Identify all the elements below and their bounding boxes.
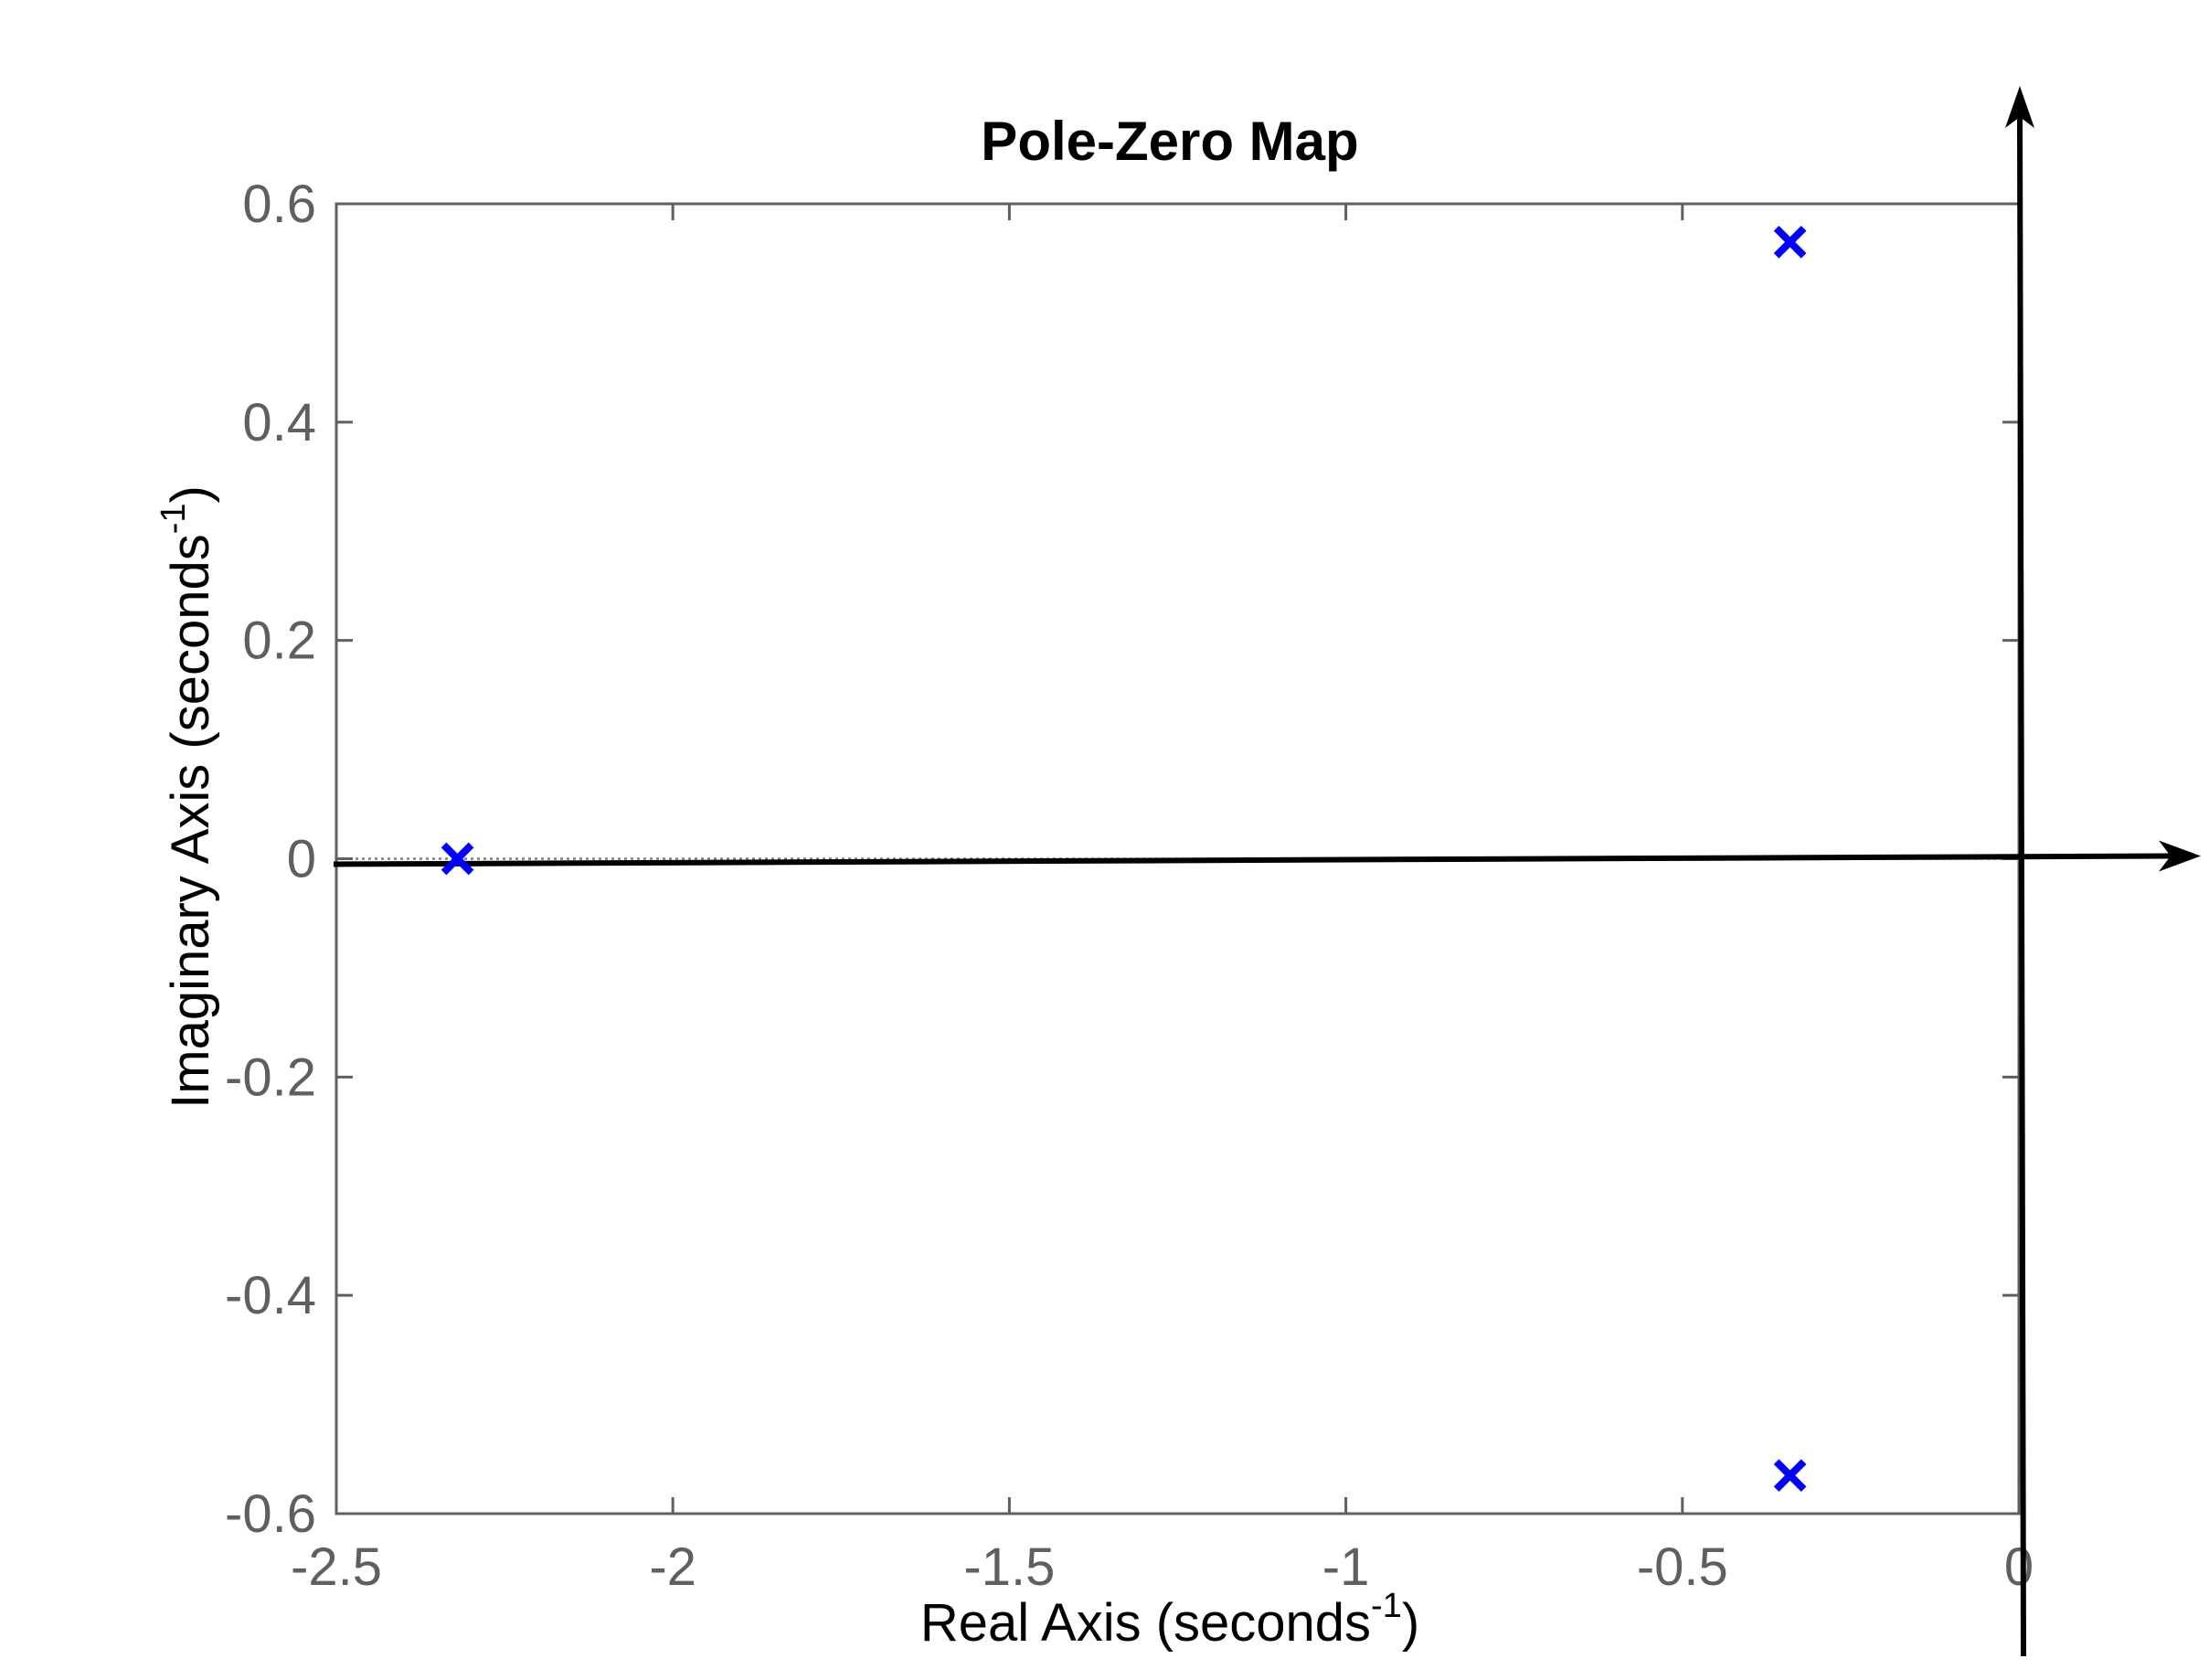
pole-marker-stroke	[1773, 225, 1807, 259]
pole-marker	[1773, 1459, 1807, 1493]
y-axis-label-sup: -1	[154, 503, 193, 534]
y-tick-label: 0	[287, 830, 316, 889]
y-axis-label-main: Imaginary Axis (seconds	[161, 534, 220, 1109]
y-tick-label: 0.6	[242, 175, 316, 234]
pole-marker-stroke	[1773, 1459, 1807, 1493]
x-tick-label: -0.5	[1637, 1537, 1728, 1597]
x-tick-label: -1.5	[963, 1537, 1055, 1597]
x-axis-label-sup: -1	[1371, 1587, 1402, 1625]
y-axis-label: Imaginary Axis (seconds-1)	[154, 485, 220, 1109]
real-axis-arrow-line	[333, 853, 2172, 867]
pole-marker	[441, 842, 474, 876]
x-tick-label: -2.5	[291, 1537, 382, 1597]
x-tick-label: 0	[2004, 1537, 2034, 1597]
real-axis-arrowhead	[2159, 840, 2201, 872]
x-axis-label: Real Axis (seconds-1)	[920, 1587, 1419, 1653]
y-tick-label: -0.4	[225, 1266, 316, 1325]
pole-marker	[1773, 225, 1807, 259]
y-axis-label-close: )	[161, 485, 220, 503]
x-tick-label: -2	[649, 1537, 696, 1597]
y-tick-label: -0.2	[225, 1047, 316, 1107]
imag-axis-arrowhead	[2005, 86, 2034, 128]
y-tick-label: 0.4	[242, 393, 316, 452]
y-tick-label: -0.6	[225, 1484, 316, 1544]
x-tick-label: -1	[1322, 1537, 1370, 1597]
x-axis-label-close: )	[1402, 1593, 1419, 1653]
y-tick-label: 0.2	[242, 611, 316, 671]
x-axis-label-main: Real Axis (seconds	[920, 1593, 1371, 1653]
chart-title: Pole-Zero Map	[981, 111, 1358, 172]
plot-area: -2.5 -2 -1.5 -1 -0.5 0 -0.6 -0.4 -0.2 0 0.2 0.4 0.6	[225, 86, 2201, 1657]
pole-marker-stroke	[441, 842, 474, 876]
imag-axis-arrow-line	[2017, 116, 2026, 1657]
